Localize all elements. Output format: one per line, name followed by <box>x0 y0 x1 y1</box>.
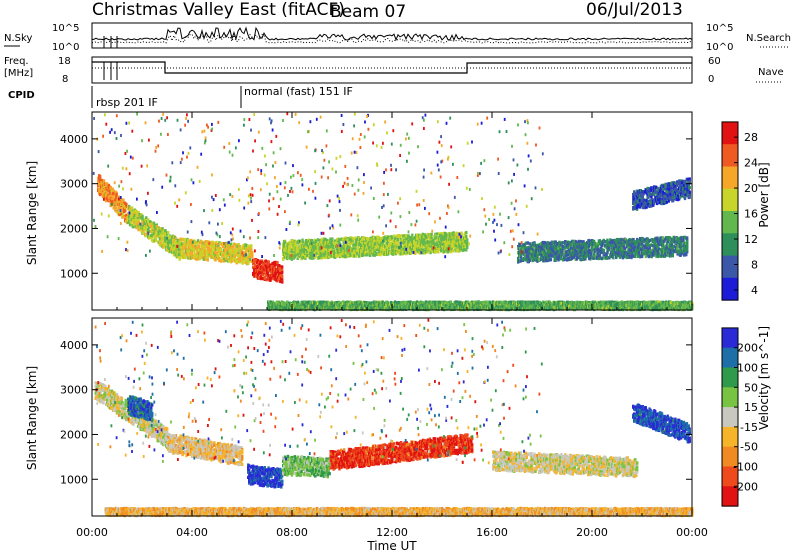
nave-label: Nave <box>758 67 784 78</box>
power-echo-cell <box>672 253 674 256</box>
nsearch-tick-bottom: 10^0 <box>706 42 733 53</box>
power-echo-cell <box>250 245 252 248</box>
power-echo-cell <box>606 251 608 254</box>
power-echo-cell <box>220 248 222 251</box>
power-echo-cell <box>155 239 157 242</box>
power-echo-cell <box>103 179 105 182</box>
freq-label: Freq. <box>4 56 29 67</box>
power-echo-cell <box>686 244 688 247</box>
power-echo-cell <box>122 199 124 202</box>
beam-label: Beam 07 <box>330 2 406 22</box>
nsearch-tick-top: 10^5 <box>706 23 733 34</box>
nsky-tick-top: 10^5 <box>52 23 79 34</box>
power-echo-cell <box>114 206 116 209</box>
cpid-label: CPID <box>8 90 35 101</box>
plot-title: Christmas Valley East (fitACF) <box>92 0 345 20</box>
power-echo-band <box>252 258 283 284</box>
power-echo-cell <box>281 271 283 274</box>
freq-tick-bottom: 8 <box>62 74 68 85</box>
power-echo-cell <box>686 248 688 251</box>
power-echo-cell <box>608 247 610 250</box>
power-echo-cell <box>465 231 467 234</box>
power-echo-cell <box>281 265 283 268</box>
power-echo-cell <box>590 253 592 256</box>
power-echo-cell <box>466 246 468 249</box>
nave-tick-top: 60 <box>708 56 721 67</box>
cpid-entry-normal: normal (fast) 151 IF <box>244 85 353 98</box>
nsky-label: N.Sky <box>4 33 32 44</box>
power-echo-cell <box>281 275 283 278</box>
power-echo-cell <box>612 256 614 259</box>
power-echo-cell <box>131 206 133 209</box>
power-echo-cell <box>198 245 200 248</box>
nsearch-label: N.Search <box>746 33 791 44</box>
freq-scan-markers <box>104 62 117 80</box>
power-echo-cell <box>685 253 687 256</box>
power-echo-cell <box>642 195 644 198</box>
power-echo-cell <box>465 235 467 238</box>
power-echo-cell <box>141 215 143 218</box>
power-echo-cell <box>124 209 126 212</box>
nsky-tick-bottom: 10^0 <box>52 42 79 53</box>
power-echo-cell <box>682 239 684 242</box>
power-echo-cell <box>550 258 552 261</box>
power-echo-cell <box>268 261 270 264</box>
power-echo-cell <box>466 238 468 241</box>
power-echo-cell <box>207 258 209 261</box>
power-echo-cell <box>686 240 688 243</box>
freq-unit-label: [MHz] <box>4 68 33 79</box>
nave-tick-bottom: 0 <box>708 74 714 85</box>
power-echo-cell <box>276 261 278 264</box>
power-echo-band <box>632 177 691 210</box>
nsky-trace <box>92 28 692 40</box>
freq-panel-frame <box>92 57 692 83</box>
freq-tick-top: 18 <box>58 56 71 67</box>
power-echo-cell <box>430 233 432 236</box>
power-echo-cell <box>686 236 688 239</box>
power-echo-cell <box>411 234 413 237</box>
power-echo-cell <box>281 280 283 283</box>
power-echo-cell <box>251 251 253 254</box>
power-echo-field <box>93 112 694 311</box>
power-echo-cell <box>167 231 169 234</box>
cpid-entry-rbsp: rbsp 201 IF <box>96 96 158 109</box>
date-label: 06/Jul/2013 <box>586 0 683 20</box>
power-echo-band <box>517 236 688 264</box>
power-echo-cell <box>529 259 531 262</box>
power-echo-cell <box>241 262 243 265</box>
power-echo-cell <box>603 249 605 252</box>
